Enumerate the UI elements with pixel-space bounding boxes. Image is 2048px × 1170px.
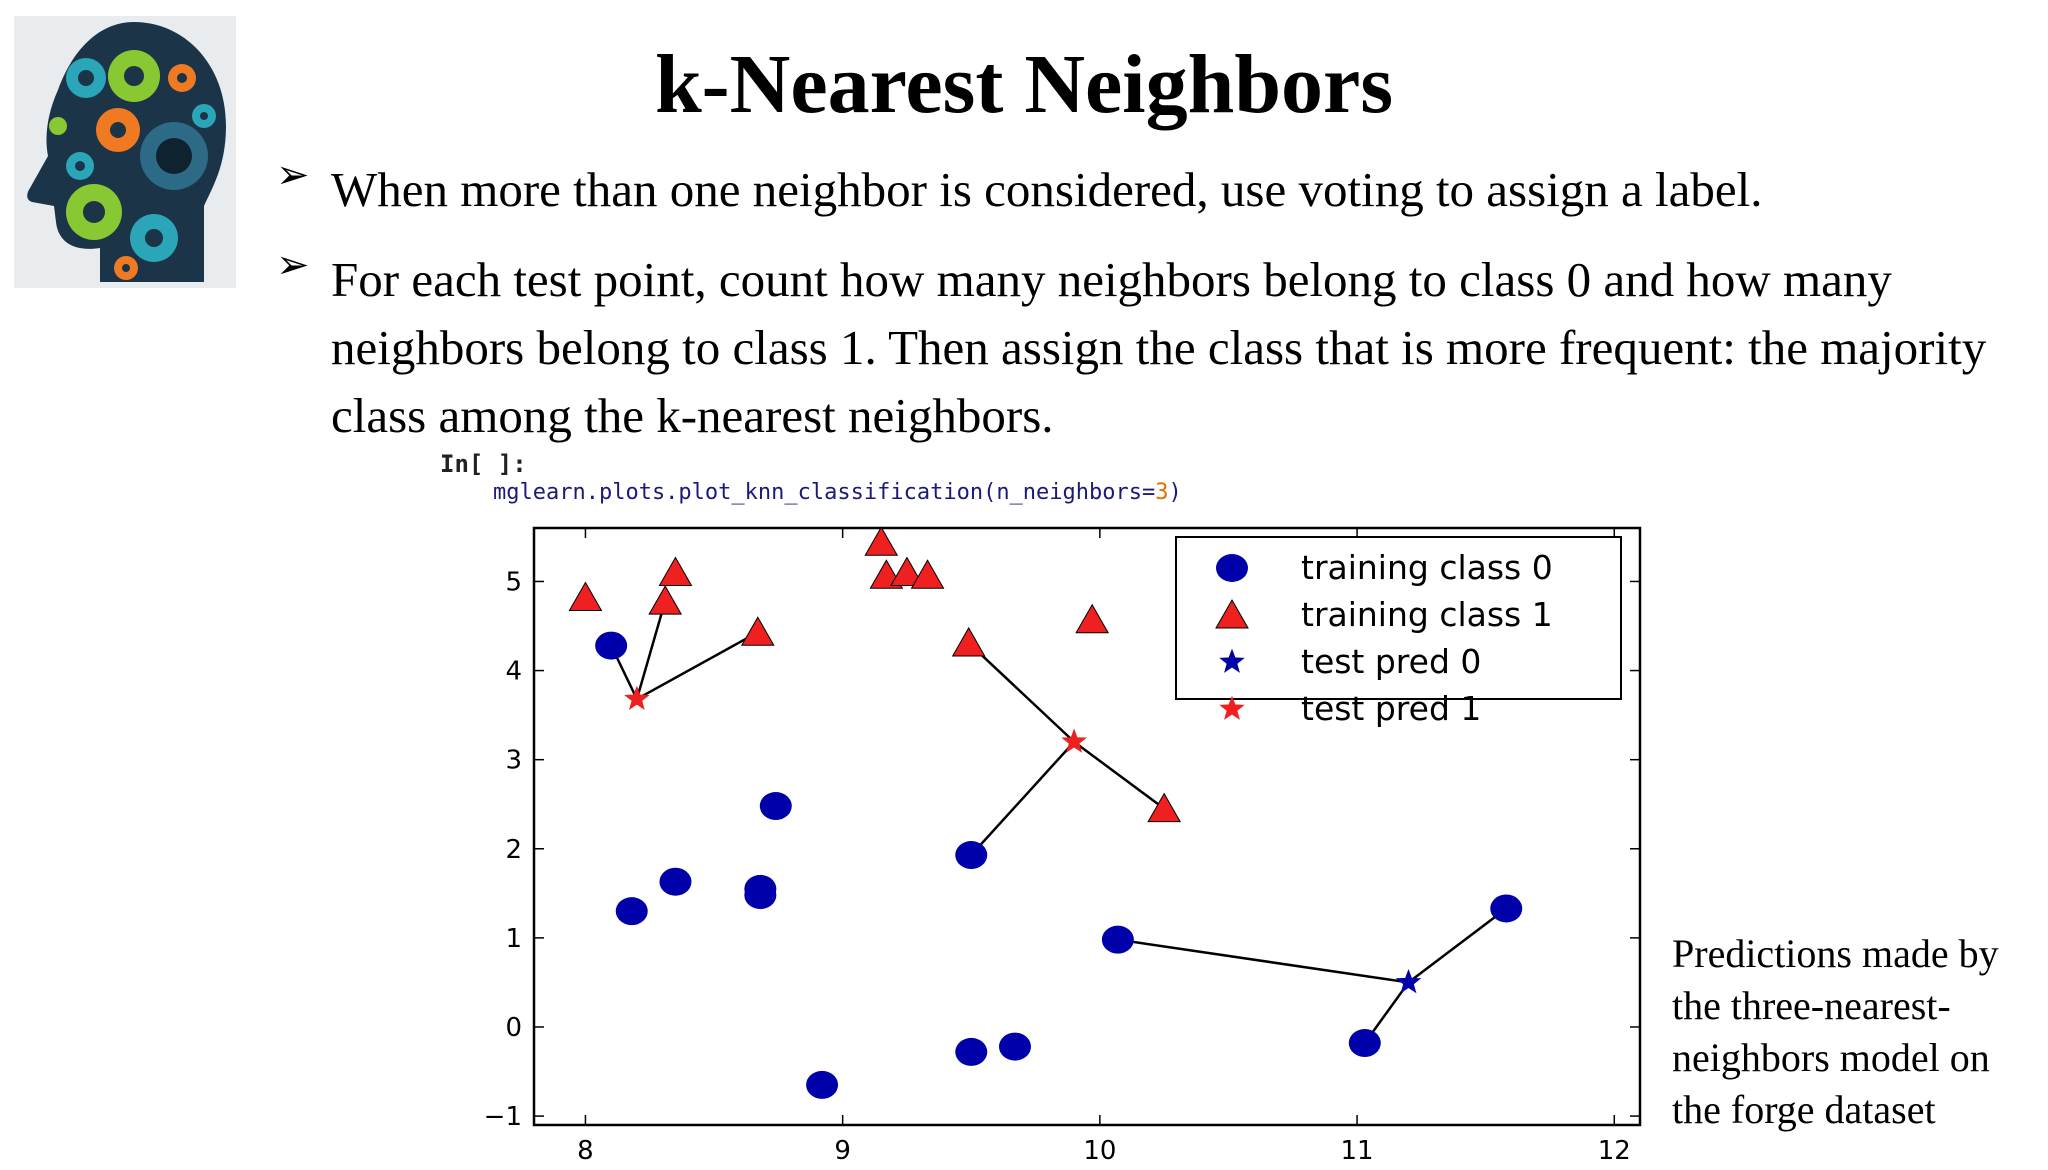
data-point-training-class-1 — [951, 626, 986, 657]
plot-frame — [532, 526, 1642, 1127]
x-tick-label: 11 — [1341, 1136, 1374, 1166]
y-tick-label: −1 — [484, 1102, 522, 1132]
data-point-training-class-1 — [658, 556, 693, 587]
legend-label: test pred 1 — [1301, 689, 1481, 728]
head-gears-logo — [14, 16, 236, 288]
data-point-training-class-1 — [740, 616, 775, 646]
legend-marker — [1219, 695, 1245, 720]
y-tick-label: 0 — [505, 1013, 522, 1043]
data-point-training-class-0 — [1490, 894, 1523, 923]
figure-caption: Predictions made by the three-nearest-ne… — [1672, 931, 1999, 1132]
x-tick-label: 10 — [1083, 1136, 1116, 1166]
data-point-training-class-0 — [744, 881, 777, 910]
y-tick-label: 4 — [505, 657, 522, 687]
y-tick-label: 2 — [505, 835, 522, 865]
y-tick-label: 5 — [505, 567, 522, 597]
data-point-training-class-1 — [1147, 792, 1182, 823]
data-point-training-class-1 — [864, 526, 899, 556]
data-point-training-class-1 — [910, 559, 945, 589]
data-point-training-class-0 — [955, 841, 988, 870]
legend-label: training class 0 — [1301, 548, 1553, 587]
legend-label: training class 1 — [1301, 595, 1553, 634]
data-point-test-pred-0 — [1395, 968, 1422, 994]
data-point-training-class-1 — [568, 581, 603, 612]
data-point-training-class-1 — [1075, 603, 1110, 634]
data-point-test-pred-1 — [624, 685, 650, 710]
data-point-test-pred-1 — [1061, 728, 1087, 753]
y-tick-label: 3 — [505, 746, 522, 776]
legend-label: test pred 0 — [1301, 642, 1481, 681]
bullet-arrow-icon: ➢ — [276, 242, 310, 288]
data-point-training-class-0 — [1101, 925, 1134, 954]
data-point-training-class-1 — [648, 585, 683, 615]
data-point-training-class-0 — [595, 631, 628, 660]
data-point-training-class-0 — [998, 1032, 1031, 1061]
code-close: ) — [1168, 480, 1182, 505]
code-arg: 3 — [1155, 480, 1169, 505]
data-point-training-class-0 — [806, 1070, 839, 1099]
x-tick-label: 12 — [1598, 1136, 1631, 1166]
neighbor-link — [1073, 740, 1165, 810]
neighbor-link — [1407, 907, 1508, 984]
legend-marker — [1216, 554, 1248, 582]
data-point-training-class-0 — [1348, 1029, 1381, 1058]
bullet-arrow-icon: ➢ — [276, 152, 310, 198]
code-call: mglearn.plots.plot_knn_classification(n_… — [493, 480, 1156, 505]
code-cell-prompt: In[ ]: — [440, 450, 527, 478]
x-tick-label: 8 — [577, 1136, 594, 1166]
neighbor-link — [967, 642, 1075, 743]
neighbor-link — [635, 600, 667, 700]
neighbor-link — [970, 741, 1076, 856]
data-point-training-class-0 — [659, 867, 692, 896]
x-tick-label: 9 — [834, 1136, 851, 1166]
slide-title: k-Nearest Neighbors — [654, 38, 1394, 131]
data-point-training-class-0 — [759, 792, 792, 821]
code-cell-line: mglearn.plots.plot_knn_classification(n_… — [493, 480, 1182, 505]
data-point-training-class-0 — [955, 1037, 988, 1066]
y-tick-label: 1 — [505, 924, 522, 954]
legend-marker — [1219, 648, 1245, 673]
legend-marker — [1215, 598, 1249, 629]
bullet-2-text: For each test point, count how many neig… — [331, 252, 1987, 443]
neighbor-link — [636, 631, 759, 701]
data-point-training-class-0 — [615, 897, 648, 926]
head-gears-icon — [27, 22, 226, 282]
neighbor-link — [1117, 938, 1409, 984]
legend-box — [1175, 536, 1622, 700]
data-point-training-class-1 — [890, 556, 924, 587]
bullet-1-text: When more than one neighbor is considere… — [331, 162, 1763, 217]
